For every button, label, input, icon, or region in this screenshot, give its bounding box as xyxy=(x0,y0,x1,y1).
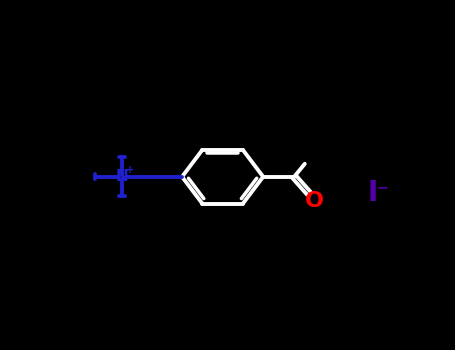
Text: I: I xyxy=(367,179,378,207)
Text: N: N xyxy=(116,169,128,184)
Text: O: O xyxy=(305,191,324,211)
Text: +: + xyxy=(126,165,134,175)
Text: −: − xyxy=(377,180,388,194)
